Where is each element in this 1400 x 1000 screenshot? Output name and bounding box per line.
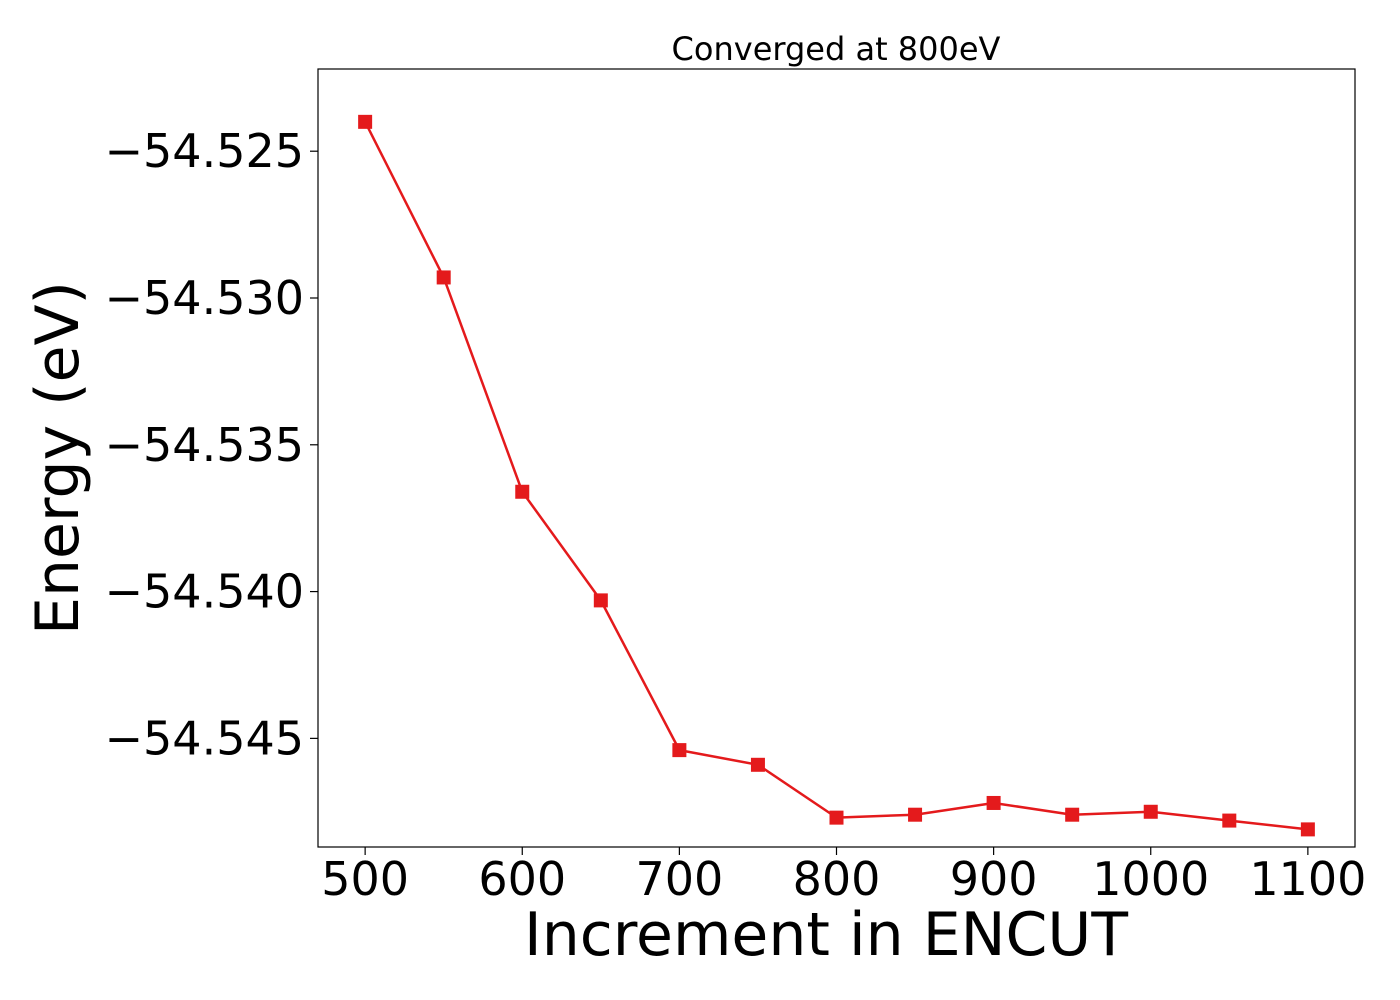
- x-tick-label: 1000: [1092, 852, 1209, 906]
- x-tick-label: 700: [635, 852, 723, 906]
- y-tick-label: −54.540: [105, 565, 305, 619]
- y-axis-title: Energy (eV): [23, 281, 93, 635]
- data-point-marker: [515, 484, 530, 499]
- data-point-marker: [436, 270, 451, 285]
- data-point-marker: [1143, 804, 1158, 819]
- plot-frame: [317, 68, 1356, 848]
- data-point-marker: [672, 743, 687, 758]
- x-tick-label: 600: [478, 852, 566, 906]
- x-tick-label: 500: [321, 852, 409, 906]
- data-point-marker: [829, 810, 844, 825]
- data-point-marker: [750, 757, 765, 772]
- x-tick-label: 1100: [1249, 852, 1366, 906]
- y-tick-label: −54.545: [105, 711, 305, 765]
- x-tick-label: 900: [950, 852, 1038, 906]
- y-axis-ticks: −54.525 −54.530 −54.535 −54.540 −54.545: [105, 124, 318, 765]
- x-axis-ticks: 500 600 700 800 900 1000 1100: [321, 847, 1366, 906]
- x-tick-label: 800: [793, 852, 881, 906]
- data-point-marker: [1300, 822, 1315, 837]
- data-point-marker: [986, 795, 1001, 810]
- data-point-marker: [1222, 813, 1237, 828]
- y-tick-label: −54.530: [105, 271, 305, 325]
- x-axis-title: Increment in ENCUT: [524, 900, 1128, 970]
- y-tick-label: −54.525: [105, 124, 305, 178]
- data-point-marker: [908, 807, 923, 822]
- data-point-marker: [593, 593, 608, 608]
- chart-title: Converged at 800eV: [672, 30, 1001, 68]
- data-point-marker: [358, 114, 373, 129]
- data-point-marker: [1065, 807, 1080, 822]
- y-tick-label: −54.535: [105, 418, 305, 472]
- series-layer: [358, 114, 1315, 837]
